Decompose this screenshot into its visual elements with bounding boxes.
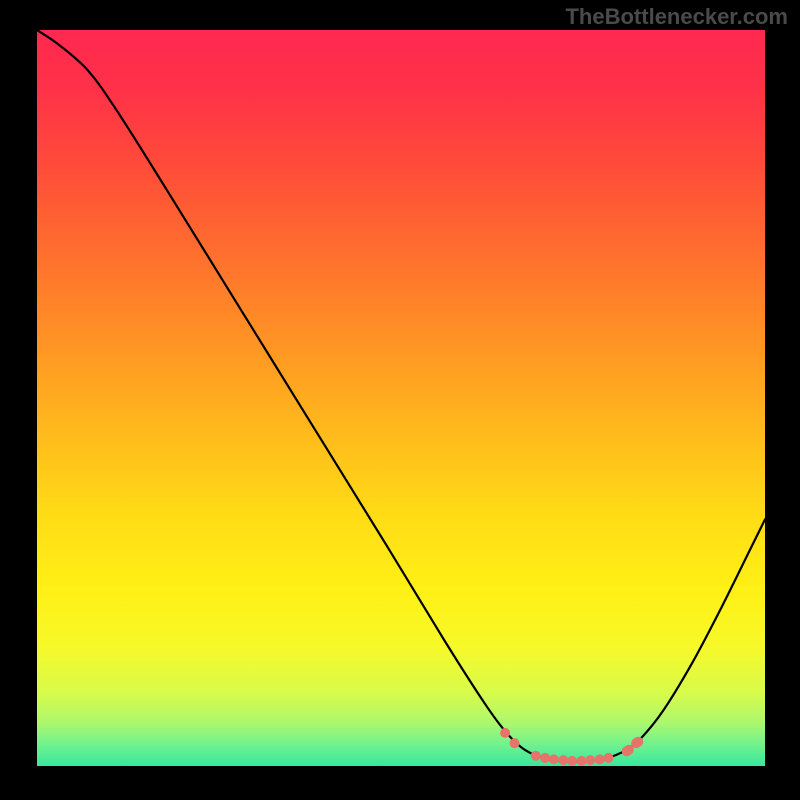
curve-marker (510, 738, 520, 748)
curve-marker (558, 755, 568, 765)
curve-marker (567, 756, 577, 766)
watermark-text: TheBottlenecker.com (565, 4, 788, 30)
curve-marker (540, 753, 550, 763)
curve-marker (500, 728, 510, 738)
curve-marker (603, 753, 613, 763)
curve-marker (531, 751, 541, 761)
gradient-background (37, 30, 765, 766)
plot-area (37, 30, 765, 766)
plot-svg (37, 30, 765, 766)
curve-marker (595, 754, 605, 764)
curve-marker (585, 755, 595, 765)
curve-marker (549, 754, 559, 764)
chart-container: TheBottlenecker.com (0, 0, 800, 800)
curve-marker (633, 737, 643, 747)
curve-marker (577, 756, 587, 766)
